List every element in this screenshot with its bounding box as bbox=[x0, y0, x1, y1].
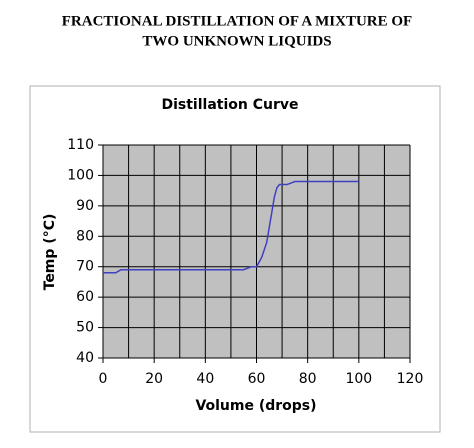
document-title: TWO UNKNOWN LIQUIDS bbox=[142, 33, 331, 49]
x-tick-label: 80 bbox=[299, 371, 317, 387]
x-tick-label: 0 bbox=[99, 371, 108, 387]
y-axis-label: Temp (°C) bbox=[42, 214, 58, 291]
y-tick-label: 90 bbox=[76, 198, 94, 214]
y-tick-label: 80 bbox=[76, 228, 94, 244]
x-axis-label: Volume (drops) bbox=[195, 398, 316, 414]
x-tick-label: 100 bbox=[345, 371, 372, 387]
y-tick-label: 60 bbox=[76, 289, 94, 305]
document-title: FRACTIONAL DISTILLATION OF A MIXTURE OF bbox=[62, 13, 412, 29]
y-tick-label: 110 bbox=[67, 137, 94, 153]
chart-title: Distillation Curve bbox=[161, 97, 298, 113]
x-tick-label: 60 bbox=[248, 371, 266, 387]
y-tick-label: 50 bbox=[76, 320, 94, 336]
x-tick-label: 120 bbox=[397, 371, 424, 387]
data-line bbox=[103, 180, 359, 274]
x-tick-label: 20 bbox=[145, 371, 163, 387]
y-tick-label: 40 bbox=[76, 350, 94, 366]
x-tick-label: 40 bbox=[196, 371, 214, 387]
y-tick-label: 100 bbox=[67, 167, 94, 183]
y-tick-label: 70 bbox=[76, 259, 94, 275]
